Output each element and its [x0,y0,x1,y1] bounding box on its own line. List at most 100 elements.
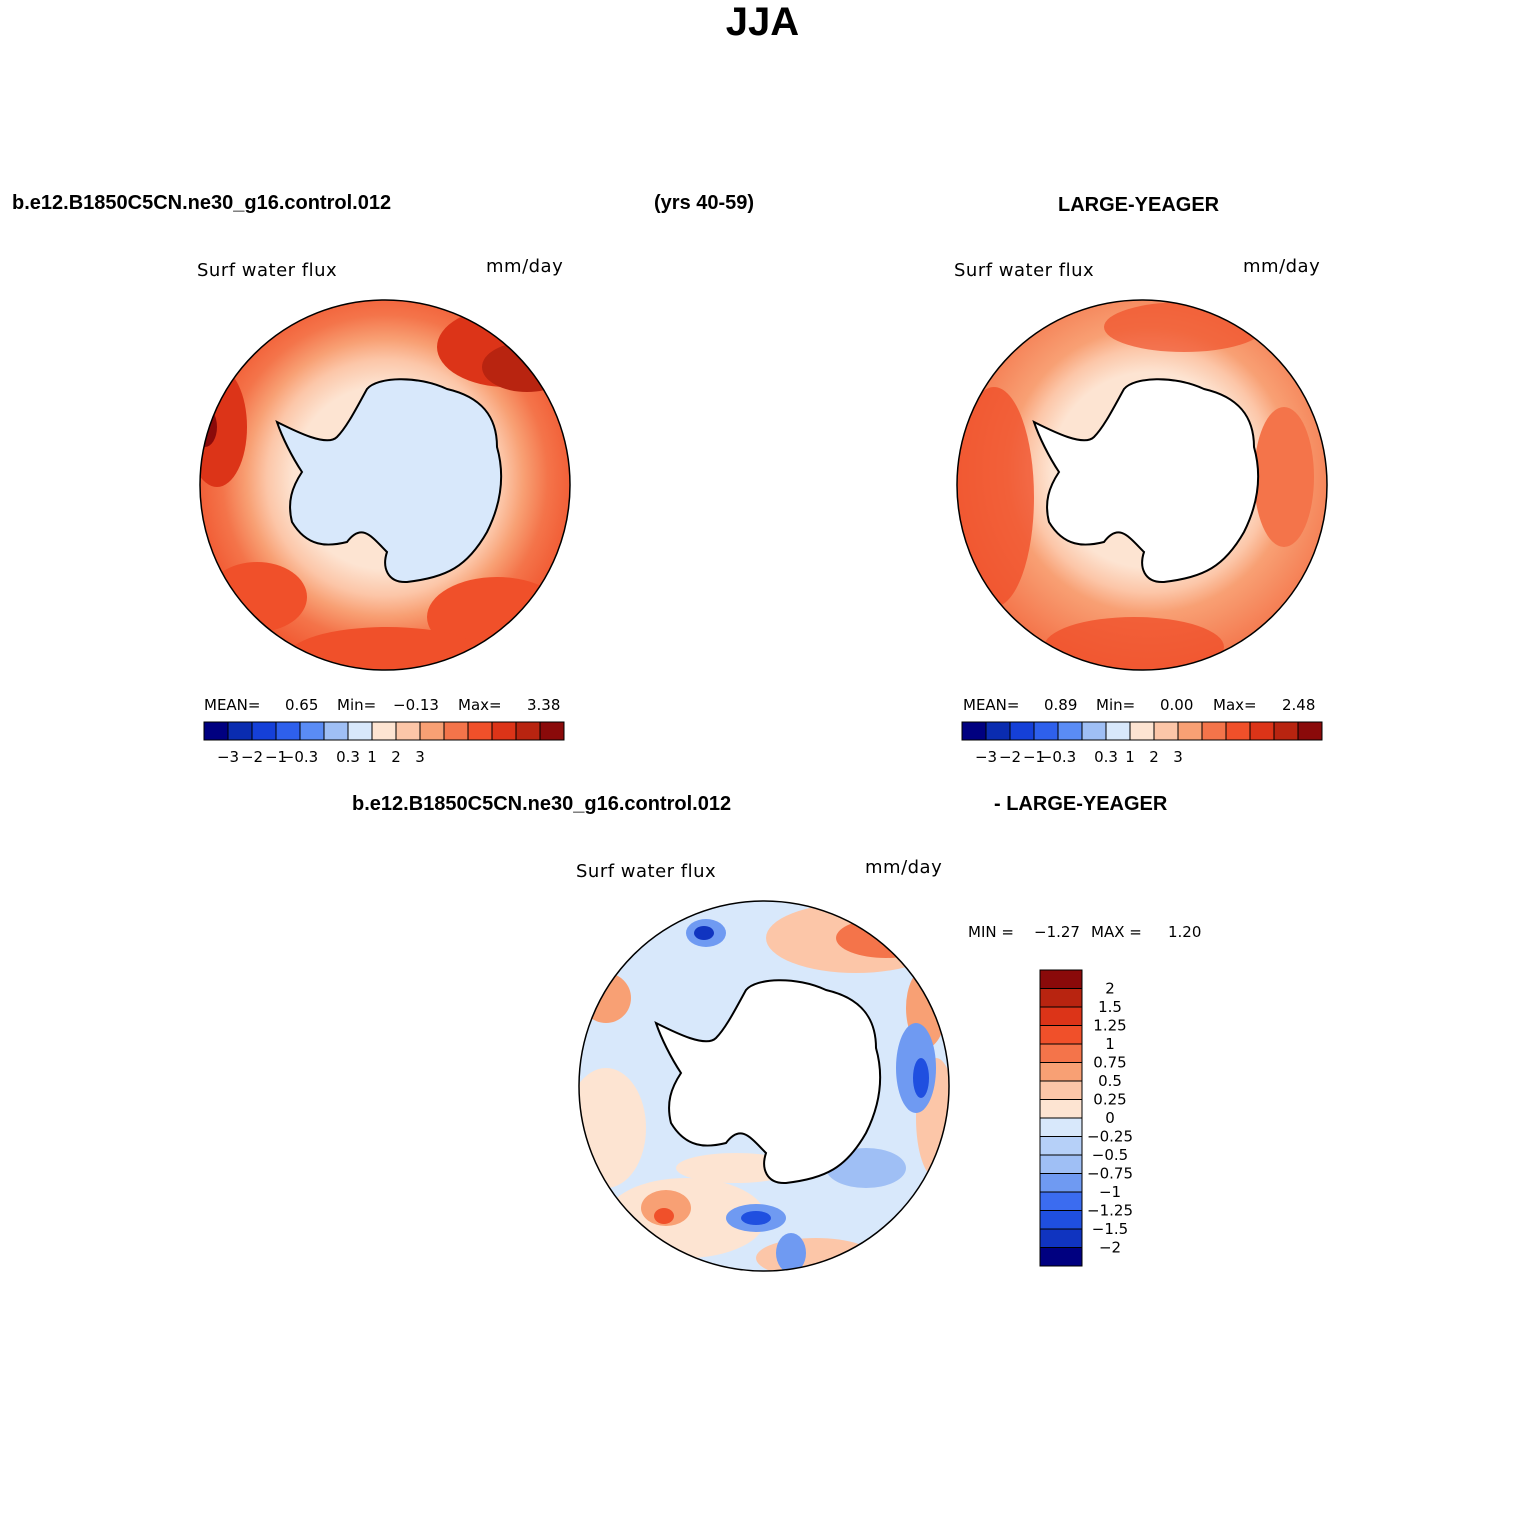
model-colorbar-swatch [203,721,229,741]
obs-colorbar-tick-label: 3 [1173,748,1183,766]
obs-min-label: Min= [1096,696,1136,714]
obs-colorbar-swatch [1273,721,1299,741]
obs-colorbar-tick-label: −2 [999,748,1021,766]
obs-max-label: Max= [1213,696,1257,714]
obs-min-value: 0.00 [1160,696,1194,714]
diff-colorbar-label: 0 [1105,1109,1115,1127]
obs-colorbar-swatch [1153,721,1179,741]
obs-polar-map [956,299,1328,671]
diff-colorbar-label: 0.5 [1098,1072,1122,1090]
model-colorbar-swatch [323,721,349,741]
model-colorbar-swatch [251,721,277,741]
model-colorbar-tick-label: −3 [217,748,239,766]
model-colorbar-tick-label: 1 [367,748,377,766]
obs-colorbar-swatch [1249,721,1275,741]
model-colorbar-swatch [419,721,445,741]
model-colorbar-tick-label: 2 [391,748,401,766]
obs-colorbar-swatch [1201,721,1227,741]
model-max-label: Max= [458,696,502,714]
model-colorbar-swatch [515,721,541,741]
left-case-title: b.e12.B1850C5CN.ne30_g16.control.012 [12,192,392,214]
obs-colorbar-swatch [1177,721,1203,741]
diff-colorbar-swatch [1039,988,1083,1008]
diff-colorbar-label: 2 [1105,980,1115,998]
model-variable-label: Surf water flux [197,260,338,281]
obs-max-value: 2.48 [1282,696,1316,714]
diff-colorbar-label: −1.5 [1092,1220,1128,1238]
diff-colorbar-swatch [1039,1025,1083,1045]
obs-variable-label: Surf water flux [954,260,1095,281]
diff-colorbar-label: −0.5 [1092,1146,1128,1164]
obs-colorbar-swatch [961,721,987,741]
diff-colorbar-swatch [1039,1247,1083,1267]
obs-colorbar-swatch [1081,721,1107,741]
model-colorbar-swatch [539,721,565,741]
diff-colorbar-label: −0.25 [1087,1128,1133,1146]
model-colorbar-swatch [443,721,469,741]
obs-colorbar-swatch [1057,721,1083,741]
diff-colorbar-swatch [1039,1117,1083,1137]
diff-max-label: MAX = [1091,923,1142,941]
diff-colorbar-label: 0.25 [1093,1091,1126,1109]
obs-colorbar-swatch [1105,721,1131,741]
diff-colorbar-swatch [1039,969,1083,989]
diff-colorbar-swatch [1039,1099,1083,1119]
obs-mean-label: MEAN= [963,696,1020,714]
model-colorbar: −3 −2 −1−0.3 0.3 1 2 3 [203,721,565,766]
obs-colorbar-tick-label: −3 [975,748,997,766]
model-colorbar-swatch [467,721,493,741]
diff-min-label: MIN = [968,923,1014,941]
diff-polar-map [578,900,950,1272]
diff-colorbar: 21.51.2510.750.50.250−0.25−0.5−0.75−1−1.… [1039,969,1133,1267]
obs-colorbar-swatch [1129,721,1155,741]
obs-colorbar-swatch [1009,721,1035,741]
diff-colorbar-swatch [1039,1006,1083,1026]
diff-colorbar-label: 1.25 [1093,1017,1126,1035]
model-mean-value: 0.65 [285,696,319,714]
obs-colorbar-tick-label: 1 [1125,748,1135,766]
diff-colorbar-label: 0.75 [1093,1054,1126,1072]
right-case-title: LARGE-YEAGER [1058,194,1220,216]
obs-units-label: mm/day [1243,256,1321,277]
model-colorbar-tick-label: −0.3 [282,748,318,766]
diff-colorbar-swatch [1039,1173,1083,1193]
model-colorbar-tick-label: 0.3 [336,748,360,766]
model-polar-map [199,299,571,671]
model-max-value: 3.38 [527,696,561,714]
model-min-value: −0.13 [393,696,439,714]
obs-colorbar-swatch [1033,721,1059,741]
diff-colorbar-label: −2 [1099,1239,1121,1257]
model-colorbar-swatch [275,721,301,741]
model-colorbar-tick-label: 3 [415,748,425,766]
obs-colorbar-tick-label: −1 [1023,748,1045,766]
model-colorbar-swatch [299,721,325,741]
model-min-label: Min= [337,696,377,714]
diff-colorbar-swatch [1039,1228,1083,1248]
obs-mean-value: 0.89 [1044,696,1078,714]
diff-max-value: 1.20 [1168,923,1202,941]
diff-colorbar-label: −1.25 [1087,1202,1133,1220]
model-colorbar-tick-label: −1 [265,748,287,766]
years-label: (yrs 40-59) [654,192,755,214]
diff-min-value: −1.27 [1034,923,1080,941]
model-colorbar-swatch [395,721,421,741]
diff-colorbar-label: −1 [1099,1183,1121,1201]
model-colorbar-swatch [347,721,373,741]
diff-colorbar-swatch [1039,1191,1083,1211]
obs-colorbar-tick-label: 2 [1149,748,1159,766]
diff-colorbar-label: −0.75 [1087,1165,1133,1183]
obs-colorbar-swatch [1297,721,1323,741]
obs-colorbar: −3 −2 −1−0.3 0.3 1 2 3 [961,721,1323,766]
diff-units-label: mm/day [865,857,943,878]
model-mean-label: MEAN= [204,696,261,714]
page-title: JJA [725,0,800,44]
diff-colorbar-swatch [1039,1062,1083,1082]
diff-variable-label: Surf water flux [576,861,717,882]
diff-colorbar-swatch [1039,1210,1083,1230]
model-colorbar-swatch [371,721,397,741]
obs-colorbar-tick-label: −0.3 [1040,748,1076,766]
model-colorbar-tick-label: −2 [241,748,263,766]
diff-colorbar-label: 1.5 [1098,998,1122,1016]
obs-colorbar-swatch [985,721,1011,741]
model-units-label: mm/day [486,256,564,277]
